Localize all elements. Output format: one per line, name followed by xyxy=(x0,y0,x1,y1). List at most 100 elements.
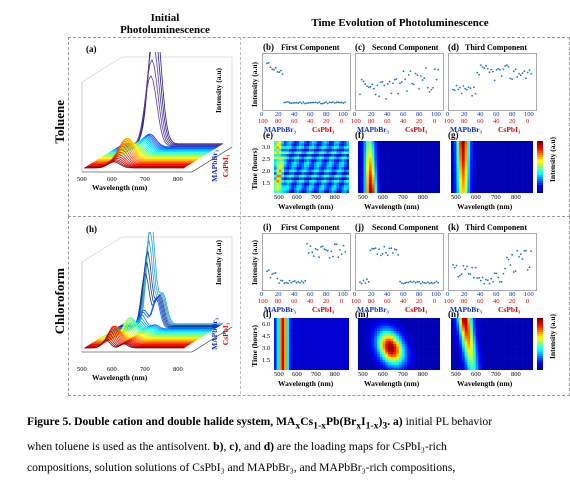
heatmap-cell xyxy=(344,359,347,363)
heatmap-cell xyxy=(423,325,427,329)
heatmap-cell xyxy=(316,364,320,368)
scatter-point xyxy=(462,265,465,267)
heatmap-cell xyxy=(407,159,411,163)
scatter-point xyxy=(393,248,396,251)
heatmap-cell xyxy=(492,143,496,147)
heatmap-cell xyxy=(478,167,482,170)
heatmap-cell xyxy=(382,141,386,144)
heatmap-cell xyxy=(274,159,277,163)
heatmap-cell xyxy=(456,367,460,370)
heatmap-cell xyxy=(385,318,389,321)
heatmap-cell xyxy=(374,318,378,321)
heatmap-cell xyxy=(319,169,322,173)
mapbbr3-label-i: MAPbBr₃ xyxy=(264,305,296,314)
scatter-point xyxy=(378,248,380,251)
heatmap-cell xyxy=(301,336,305,340)
heatmap-cell xyxy=(309,143,312,147)
heatmap-cell xyxy=(366,187,370,191)
heatmap-cell xyxy=(377,331,381,334)
caption-line-3: compositions, solution solutions of CsPb… xyxy=(27,461,456,475)
heatmap-cell xyxy=(456,172,460,176)
heatmap-cell xyxy=(431,182,435,186)
heatmap-cell xyxy=(363,159,367,163)
heatmap-cell xyxy=(309,154,312,157)
heatmap-cell xyxy=(314,185,317,189)
heatmap-cell xyxy=(508,151,512,155)
panel-label-b: (b) xyxy=(263,42,274,52)
scatter-point xyxy=(469,273,472,276)
heatmap-cell xyxy=(470,341,474,345)
heatmap-cell xyxy=(451,169,455,173)
heatmap-cell xyxy=(527,336,531,340)
heatmap-cell xyxy=(385,362,389,366)
heatmap-cell xyxy=(346,185,349,189)
heatmap-cell xyxy=(329,180,332,183)
tick-c-red-100: 100 xyxy=(351,118,361,125)
heatmap-cell xyxy=(314,174,317,178)
heatmap-cell xyxy=(522,182,526,186)
heatmap-cell xyxy=(508,180,512,183)
heatmap-cell xyxy=(314,354,317,358)
heatmap-cell xyxy=(360,351,364,355)
heatmap-cell xyxy=(516,164,520,168)
heatmap-cell xyxy=(497,325,501,329)
heatmap-cell xyxy=(489,346,493,350)
heatmap-cell xyxy=(377,187,381,191)
heatmap-cell xyxy=(346,344,349,347)
heatmap-cell xyxy=(418,318,422,321)
heatmap-cell xyxy=(519,320,523,324)
heatmap-cell xyxy=(358,336,362,340)
heatmap-cell xyxy=(311,143,315,147)
heatmap-cell xyxy=(304,354,307,358)
heatmap-cell xyxy=(289,143,292,147)
waterfall-spectrum-line xyxy=(84,161,184,169)
wl-tick-h-600: 600 xyxy=(107,366,117,373)
heatmap-cell xyxy=(316,169,320,173)
scatter-point xyxy=(320,246,322,248)
heatmap-cell xyxy=(456,146,460,150)
heatmap-cell xyxy=(467,141,471,144)
heatmap-cell xyxy=(434,333,438,337)
heatmap-cell xyxy=(324,367,327,370)
heatmap-cell xyxy=(382,320,386,324)
heatmap-cell xyxy=(494,164,498,168)
heatmap-cell xyxy=(385,351,389,355)
heatmap-cell xyxy=(284,174,287,178)
scatter-point xyxy=(304,102,307,105)
heatmap-cell xyxy=(505,344,509,347)
heatmap-cell xyxy=(360,161,364,165)
heatmap-cell xyxy=(321,182,325,186)
heatmap-cell xyxy=(334,161,337,165)
heatmap-cell xyxy=(368,359,372,363)
wl-tick-h-500: 500 xyxy=(77,366,87,373)
scatter-point xyxy=(399,82,401,85)
heatmap-cell xyxy=(331,323,335,327)
scatter-point xyxy=(318,101,320,104)
heatmap-cell xyxy=(274,187,277,191)
heatmap-cell xyxy=(276,328,280,332)
heatmap-cell xyxy=(475,177,479,181)
heatmap-cell xyxy=(502,351,506,355)
heatmap-cell xyxy=(522,333,526,337)
heatmap-cell xyxy=(309,161,312,165)
heatmap-cell xyxy=(516,333,520,337)
heatmap-cell xyxy=(326,328,330,332)
heatmap-cell xyxy=(334,164,337,168)
heatmap-cell xyxy=(291,169,295,173)
heatmap-cell xyxy=(319,320,322,324)
heatmap-cell xyxy=(470,156,474,160)
heatmap-cell xyxy=(363,349,367,353)
heatmap-cell xyxy=(437,333,440,337)
heatmap-cell xyxy=(393,333,397,337)
heatmap-cell xyxy=(461,185,465,189)
scatter-point xyxy=(380,254,382,257)
heatmap-cell xyxy=(475,161,479,165)
heatmap-cell xyxy=(511,185,515,189)
heatmap-cell xyxy=(331,187,335,191)
heatmap-m xyxy=(358,318,440,370)
heatmap-cell xyxy=(371,362,375,366)
heatmap-cell xyxy=(311,177,315,181)
heatmap-cell xyxy=(431,167,435,170)
heatmap-cell xyxy=(294,346,297,350)
heatmap-cell xyxy=(368,320,372,324)
